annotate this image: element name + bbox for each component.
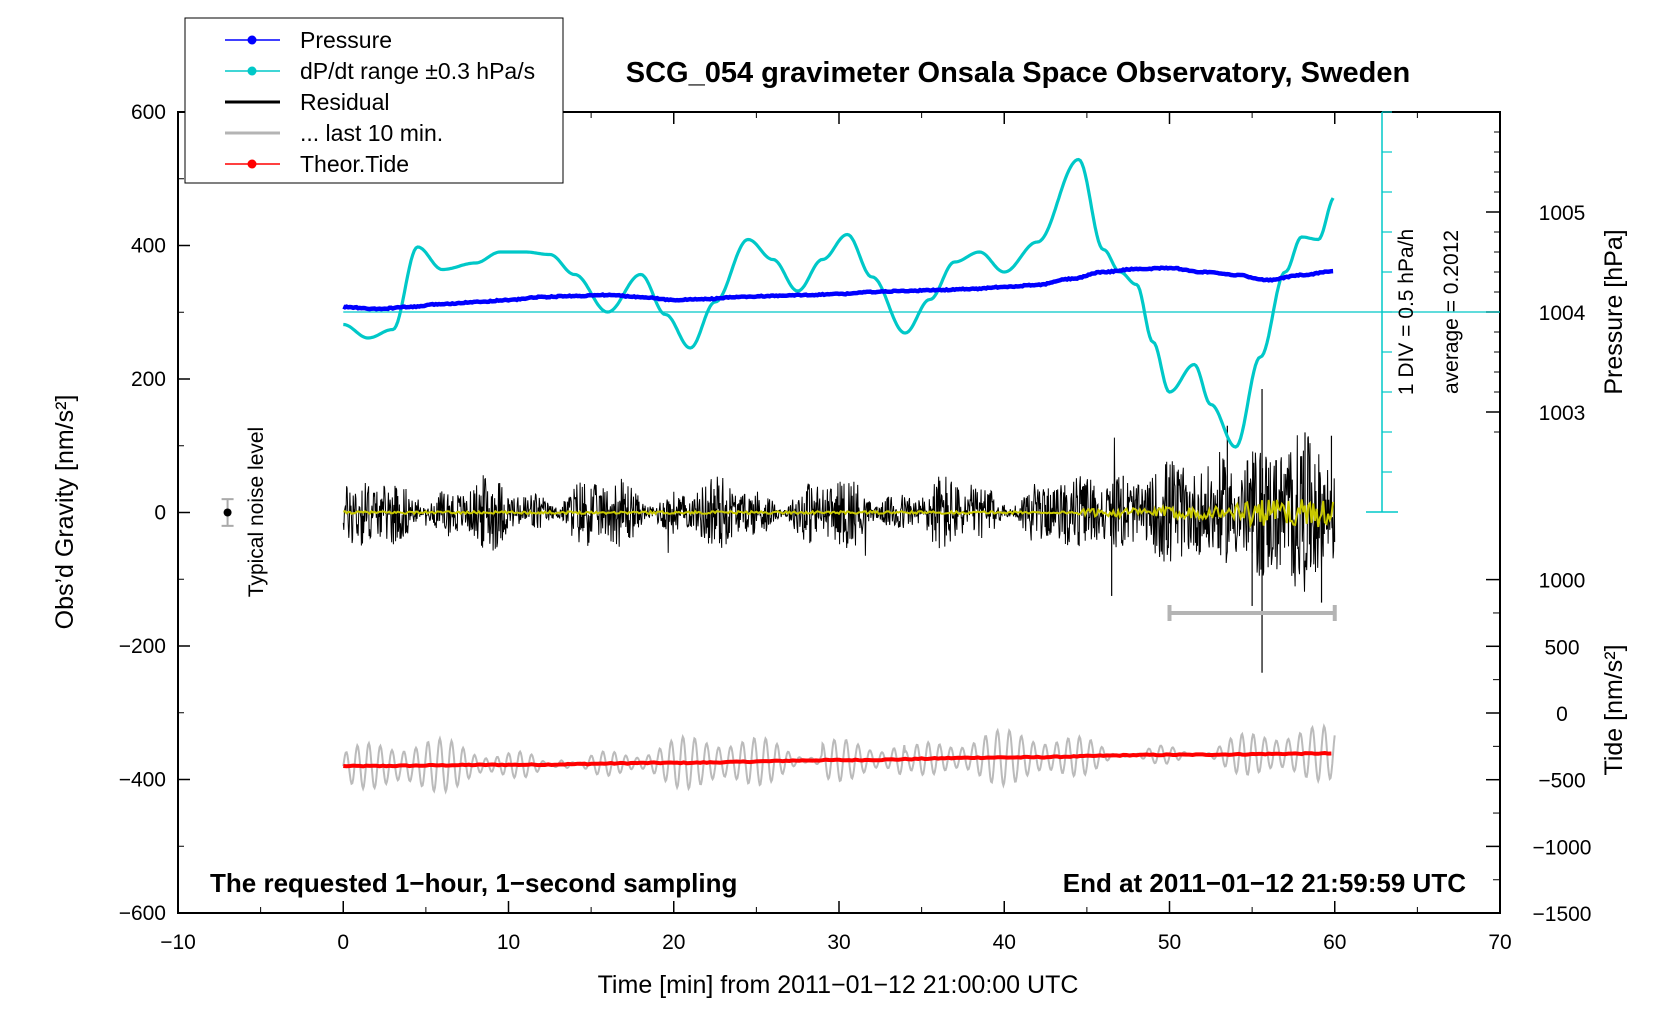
y-tick-label: 400: [131, 235, 166, 258]
legend-marker: [247, 159, 257, 169]
footer-right: End at 2011−01−12 21:59:59 UTC: [1063, 868, 1466, 898]
smoothed-residual-line: [343, 499, 1335, 529]
tide-tick-label: 1000: [1539, 570, 1586, 593]
x-tick-label: 50: [1158, 931, 1181, 954]
tide-tick-label: 0: [1556, 703, 1568, 726]
legend-label: Theor.Tide: [300, 151, 409, 177]
pressure-tick-label: 1003: [1539, 402, 1586, 425]
y-tick-label: 0: [154, 502, 166, 525]
pressure-tick-label: 1005: [1539, 202, 1586, 225]
tide-tick-label: 500: [1544, 636, 1579, 659]
pressure-line: [342, 265, 1334, 312]
noise-point: [223, 508, 232, 517]
x-tick-label: 20: [662, 931, 685, 954]
x-tick-label: 10: [497, 931, 520, 954]
series-layer: [342, 157, 1336, 795]
x-axis: −10 0 10 20 30 40 50 60 70: [160, 112, 1512, 954]
y-tick-label: −200: [119, 635, 166, 658]
y-axis-pressure-label: Pressure [hPa]: [1600, 229, 1628, 394]
y-axis-left: −600 −400 −200 0 200 400 600: [119, 101, 190, 925]
tide-line: [343, 750, 1332, 769]
x-tick-label: 40: [993, 931, 1016, 954]
y-axis-tide-label: Tide [nm/s²]: [1600, 644, 1628, 775]
legend-marker: [247, 35, 257, 45]
x-axis-label: Time [min] from 2011−01−12 21:00:00 UTC: [598, 971, 1079, 999]
average-annotation: average = 0.2012: [1440, 230, 1463, 394]
tide-tick-label: −500: [1538, 770, 1585, 793]
y-tick-label: 200: [131, 368, 166, 391]
dpdt-scale-bar: [343, 111, 1500, 513]
y-axis-tide: −1500 −1000 −500 0 500 1000: [1486, 570, 1592, 926]
x-tick-label: 60: [1323, 931, 1346, 954]
x-tick-label: 30: [827, 931, 850, 954]
legend-label: ... last 10 min.: [300, 120, 443, 146]
y-axis-left-label: Obs’d Gravity [nm/s²]: [51, 395, 79, 630]
legend-label: dP/dt range ±0.3 hPa/s: [300, 58, 535, 84]
x-tick-label: 70: [1488, 931, 1511, 954]
div-annotation: 1 DIV = 0.5 hPa/h: [1395, 229, 1418, 395]
chart-title: SCG_054 gravimeter Onsala Space Observat…: [626, 57, 1410, 89]
recent-window-bar: [1167, 605, 1337, 621]
legend-marker: [247, 66, 257, 76]
legend-label: Pressure: [300, 27, 392, 53]
y-tick-label: 600: [131, 101, 166, 124]
legend-label: Residual: [300, 89, 390, 115]
noise-annotation: Typical noise level: [245, 427, 268, 597]
pressure-tick-label: 1004: [1539, 302, 1586, 325]
legend: Pressure dP/dt range ±0.3 hPa/s Residual..…: [184, 17, 564, 184]
y-tick-label: −600: [119, 902, 166, 925]
x-tick-label: 0: [337, 931, 349, 954]
tide-tick-label: −1500: [1533, 903, 1592, 926]
y-tick-label: −400: [119, 769, 166, 792]
tide-tick-label: −1000: [1533, 836, 1592, 859]
dpdt-line: [343, 157, 1335, 449]
x-tick-label: −10: [160, 931, 196, 954]
residual-line: [342, 435, 1336, 592]
noise-level-marker: [221, 498, 234, 527]
footer-left: The requested 1−hour, 1−second sampling: [210, 868, 737, 898]
